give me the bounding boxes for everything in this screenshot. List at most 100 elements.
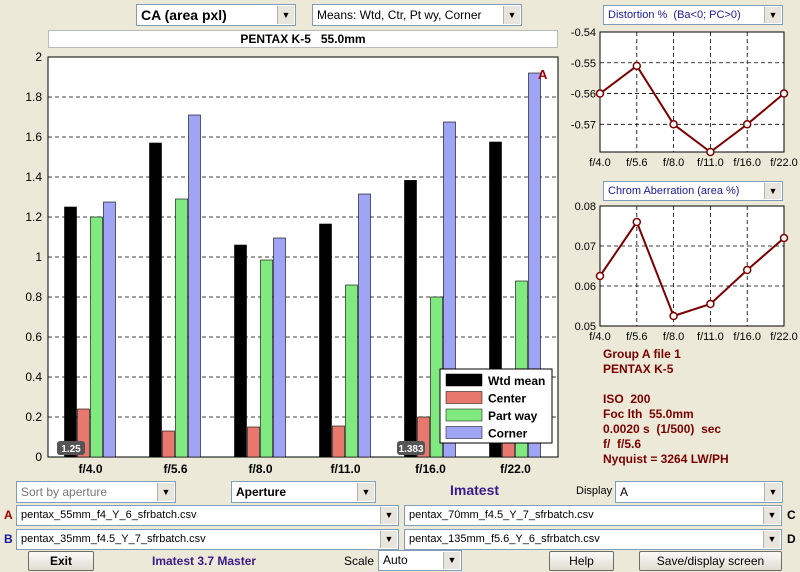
file-b-select[interactable]: pentax_35mm_f4.5_Y_7_sfrbatch.csv ▼ — [16, 529, 399, 550]
ca-title: Chrom Aberration (area %) — [608, 185, 740, 197]
y-tick-label: 0.05 — [575, 321, 596, 333]
distortion-title-select[interactable]: Distortion % (Ba<0; PC>0) ▼ — [603, 5, 783, 25]
series-line — [599, 64, 785, 154]
chevron-down-icon[interactable]: ▼ — [443, 552, 460, 569]
bar-corner — [358, 193, 371, 458]
version-label: Imatest 3.7 Master — [152, 554, 257, 568]
file-d-label: D — [787, 532, 796, 546]
sort-select-value: Sort by aperture — [21, 485, 108, 499]
legend-swatch — [445, 426, 483, 439]
legend-swatch — [445, 391, 483, 404]
bar-value-label: 1.383 — [398, 444, 423, 455]
bar-part-way — [260, 259, 273, 458]
chevron-down-icon[interactable]: ▼ — [763, 531, 780, 548]
bar-part-way — [90, 216, 103, 458]
x-tick-label: f/11.0 — [697, 331, 724, 343]
chevron-down-icon[interactable]: ▼ — [157, 483, 174, 501]
x-tick-label: f/16.0 — [733, 157, 761, 169]
chevron-down-icon[interactable]: ▼ — [503, 6, 520, 24]
y-tick-label: 0.06 — [575, 281, 596, 293]
xaxis-select[interactable]: Aperture ▼ — [231, 481, 376, 503]
x-tick-label: f/16.0 — [733, 331, 761, 343]
metric-select-value: CA (area pxl) — [141, 7, 227, 23]
chart-legend: Wtd mean Center Part way Corner — [439, 368, 553, 444]
data-point — [706, 299, 715, 309]
bar-center — [332, 425, 345, 458]
chevron-down-icon[interactable]: ▼ — [277, 6, 294, 24]
file-d-select[interactable]: pentax_135mm_f5.6_Y_6_sfrbatch.csv ▼ — [404, 529, 782, 550]
camera-title-text: PENTAX K-5 55.0mm — [240, 32, 366, 46]
data-point — [779, 233, 789, 243]
y-tick-label: 0.4 — [25, 370, 42, 384]
distortion-chart: -0.54 -0.55 -0.56 -0.57 f/4.0 f/5.6 f/8.0 f/11.… — [571, 27, 798, 169]
data-point — [595, 271, 605, 281]
bar-wtd-mean — [404, 180, 417, 458]
info-focal: Foc lth 55.0mm — [603, 407, 694, 421]
chevron-down-icon[interactable]: ▼ — [357, 483, 374, 501]
bar-part-way — [345, 284, 358, 458]
file-a-select[interactable]: pentax_55mm_f4_Y_6_sfrbatch.csv ▼ — [16, 505, 399, 526]
chevron-down-icon[interactable]: ▼ — [764, 483, 781, 501]
sort-select[interactable]: Sort by aperture ▼ — [16, 481, 176, 503]
chevron-down-icon[interactable]: ▼ — [764, 183, 781, 199]
y-tick-label: -0.55 — [571, 58, 596, 70]
legend-label: Wtd mean — [488, 374, 545, 388]
bar-center — [247, 426, 260, 458]
x-tick-label: f/4.0 — [78, 462, 102, 476]
file-b-label: B — [4, 532, 13, 546]
info-aperture: f/ f/5.6 — [603, 437, 642, 451]
chevron-down-icon[interactable]: ▼ — [380, 531, 397, 548]
info-group: Group A file 1 — [603, 347, 681, 361]
x-tick-label: f/22.0 — [500, 462, 531, 476]
bar-center — [162, 430, 175, 458]
save-display-button[interactable]: Save/display screen — [639, 551, 782, 571]
x-tick-label: f/4.0 — [589, 331, 610, 343]
bar-wtd-mean — [64, 206, 77, 458]
bar-corner — [528, 72, 541, 458]
bar-wtd-mean — [234, 244, 247, 458]
means-select[interactable]: Means: Wtd, Ctr, Pt wy, Corner ▼ — [312, 4, 522, 26]
brand-label: Imatest — [450, 482, 500, 498]
series-line — [599, 219, 785, 318]
main-bar-chart: 0 0.2 0.4 0.6 0.8 1 1.2 1.4 1.6 1.8 2 f/4.0 f/5.6 f/8… — [25, 50, 559, 476]
x-tick-label: f/11.0 — [330, 462, 360, 476]
info-shutter: 0.0020 s (1/500) sec — [603, 422, 722, 436]
x-tick-label: f/8.0 — [663, 157, 684, 169]
y-tick-label: 0.08 — [575, 201, 596, 213]
exit-button[interactable]: Exit — [28, 551, 94, 571]
ca-title-select[interactable]: Chrom Aberration (area %) ▼ — [603, 181, 783, 201]
x-tick-label: f/22.0 — [770, 157, 798, 169]
chevron-down-icon[interactable]: ▼ — [763, 507, 780, 524]
x-tick-label: f/11.0 — [697, 157, 724, 169]
file-d-value: pentax_135mm_f5.6_Y_6_sfrbatch.csv — [409, 533, 600, 545]
y-tick-label: 1.2 — [25, 210, 42, 224]
legend-label: Corner — [488, 427, 528, 441]
chevron-down-icon[interactable]: ▼ — [380, 507, 397, 524]
bar-part-way — [175, 198, 188, 458]
x-tick-label: f/4.0 — [589, 157, 610, 169]
file-c-value: pentax_70mm_f4.5_Y_7_sfrbatch.csv — [409, 509, 594, 521]
scale-select[interactable]: Auto ▼ — [378, 550, 462, 571]
chevron-down-icon[interactable]: ▼ — [764, 7, 781, 23]
x-tick-label: f/5.6 — [163, 462, 187, 476]
file-a-value: pentax_55mm_f4_Y_6_sfrbatch.csv — [21, 509, 197, 521]
ca-chart: 0.08 0.07 0.06 0.05f/4.0 f/5.6 f/8.0 f/11.0 f/1… — [575, 201, 798, 343]
legend-label: Part way — [488, 409, 538, 423]
data-point — [595, 89, 605, 98]
data-point — [706, 147, 715, 157]
x-tick-label: f/16.0 — [415, 462, 446, 476]
metric-select[interactable]: CA (area pxl) ▼ — [136, 4, 296, 26]
distortion-title: Distortion % (Ba<0; PC>0) — [608, 9, 741, 21]
info-nyquist: Nyquist = 3264 LW/PH — [603, 452, 729, 466]
y-tick-label: -0.57 — [571, 119, 596, 131]
y-tick-label: 0 — [35, 450, 42, 464]
bar-wtd-mean — [319, 223, 332, 458]
bar-corner — [273, 237, 286, 458]
help-button[interactable]: Help — [549, 551, 614, 571]
display-select[interactable]: A ▼ — [615, 481, 783, 503]
y-tick-label: -0.54 — [571, 27, 596, 39]
y-tick-label: -0.56 — [571, 89, 596, 101]
camera-title: PENTAX K-5 55.0mm — [48, 30, 558, 48]
file-c-select[interactable]: pentax_70mm_f4.5_Y_7_sfrbatch.csv ▼ — [404, 505, 782, 526]
x-tick-label: f/5.6 — [626, 157, 647, 169]
